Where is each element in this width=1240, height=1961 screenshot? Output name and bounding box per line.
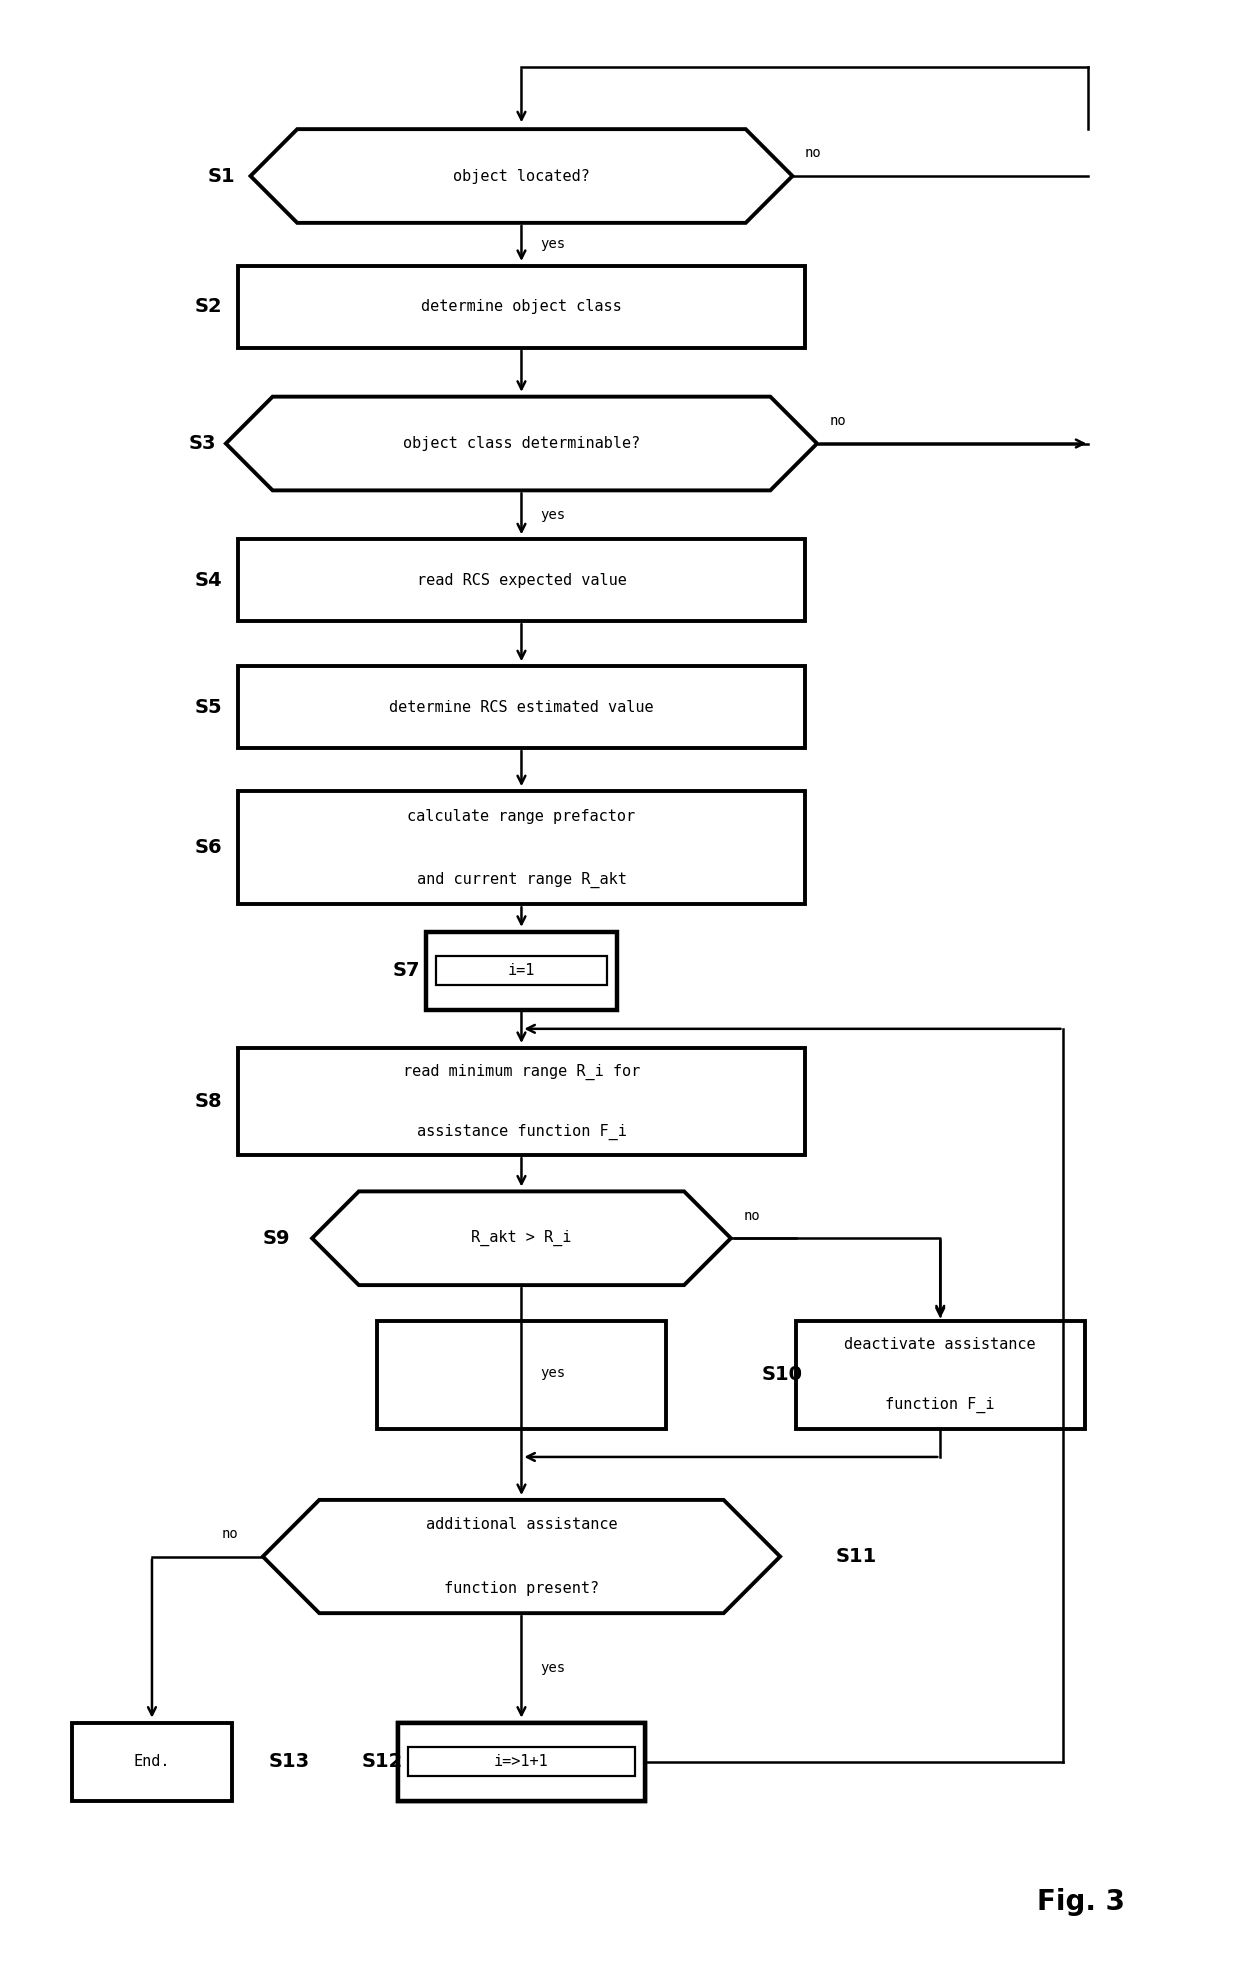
Polygon shape <box>226 396 817 490</box>
Bar <box>398 1722 645 1800</box>
Text: S10: S10 <box>761 1365 802 1384</box>
Bar <box>238 667 805 749</box>
Text: S6: S6 <box>195 837 223 857</box>
Text: S7: S7 <box>392 961 419 980</box>
Text: S3: S3 <box>188 433 217 453</box>
Bar <box>398 1722 645 1800</box>
Text: function present?: function present? <box>444 1581 599 1596</box>
Text: R_akt > R_i: R_akt > R_i <box>471 1230 572 1247</box>
Bar <box>441 1722 601 1800</box>
Text: S13: S13 <box>269 1751 310 1771</box>
Text: determine object class: determine object class <box>422 300 621 314</box>
Bar <box>238 539 805 622</box>
Polygon shape <box>312 1192 730 1284</box>
Text: yes: yes <box>539 237 565 251</box>
Text: read minimum range R_i for: read minimum range R_i for <box>403 1063 640 1081</box>
Bar <box>408 1747 635 1777</box>
Bar <box>377 1322 666 1430</box>
Text: yes: yes <box>539 1367 565 1381</box>
Text: calculate range prefactor: calculate range prefactor <box>408 808 636 824</box>
Text: S1: S1 <box>207 167 236 186</box>
Text: S11: S11 <box>836 1547 877 1567</box>
Text: function F_i: function F_i <box>885 1396 994 1414</box>
Bar <box>408 1747 635 1777</box>
Text: S9: S9 <box>263 1230 290 1247</box>
Text: i=1: i=1 <box>507 963 536 979</box>
Text: additional assistance: additional assistance <box>425 1518 618 1532</box>
Bar <box>238 790 805 904</box>
Text: S8: S8 <box>195 1092 223 1112</box>
Text: assistance function F_i: assistance function F_i <box>417 1124 626 1139</box>
Text: no: no <box>805 147 821 161</box>
Text: and current range R_akt: and current range R_akt <box>417 871 626 888</box>
Text: determine RCS estimated value: determine RCS estimated value <box>389 700 653 714</box>
Bar <box>72 1722 232 1800</box>
Text: yes: yes <box>539 508 565 522</box>
Text: S12: S12 <box>361 1751 403 1771</box>
Text: no: no <box>830 414 846 427</box>
Polygon shape <box>250 129 792 224</box>
Bar <box>238 1047 805 1155</box>
Text: no: no <box>222 1528 238 1541</box>
Text: no: no <box>743 1208 760 1222</box>
Text: S5: S5 <box>195 698 223 716</box>
Bar <box>427 931 618 1010</box>
Text: Fig. 3: Fig. 3 <box>1037 1888 1125 1916</box>
Text: object class determinable?: object class determinable? <box>403 435 640 451</box>
Text: S4: S4 <box>195 571 223 590</box>
Text: read RCS expected value: read RCS expected value <box>417 573 626 588</box>
Text: End.: End. <box>134 1753 170 1769</box>
Polygon shape <box>263 1500 780 1614</box>
Bar <box>238 267 805 347</box>
Bar <box>796 1322 1085 1430</box>
Text: i=>1+1: i=>1+1 <box>494 1753 549 1769</box>
Text: object located?: object located? <box>453 169 590 184</box>
Text: deactivate assistance: deactivate assistance <box>844 1337 1037 1353</box>
Text: yes: yes <box>539 1661 565 1675</box>
Text: S2: S2 <box>195 298 223 316</box>
Bar <box>436 957 608 984</box>
